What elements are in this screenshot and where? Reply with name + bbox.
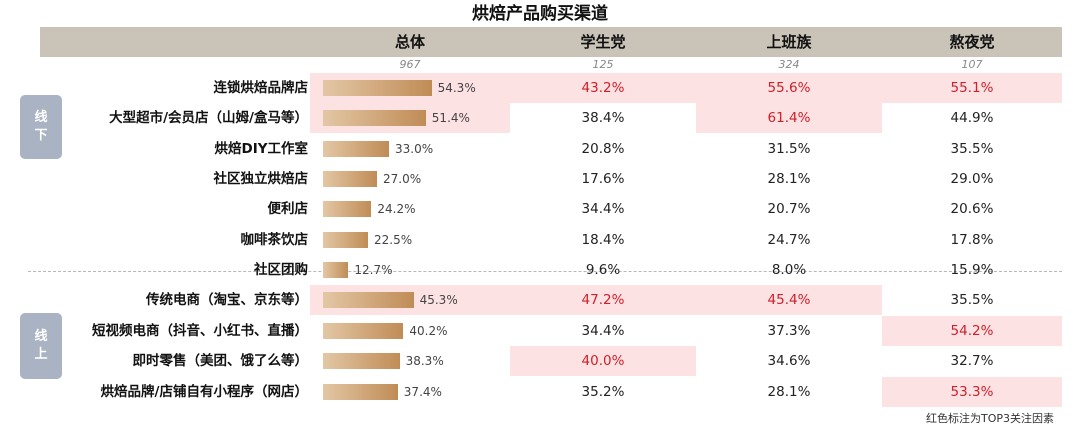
table-cell: 28.1% [767, 171, 811, 187]
table-cell: 15.9% [950, 262, 994, 278]
group-tag-offline: 线下 [20, 95, 62, 159]
sample-count-office-workers: 324 [778, 58, 800, 71]
total-bar [323, 353, 400, 369]
table-cell: 55.1% [882, 73, 1062, 103]
row-label: 社区独立烘焙店 [213, 171, 309, 187]
row-label: 短视频电商（抖音、小红书、直播） [92, 323, 308, 339]
table-cell: 37.3% [767, 323, 811, 339]
sample-count-total: 967 [399, 58, 421, 71]
column-header-night-owls: 熬夜党 [949, 33, 995, 51]
table-cell: 35.5% [950, 292, 994, 308]
table-cell: 35.5% [950, 141, 994, 157]
total-bar [323, 323, 404, 339]
table-cell: 17.6% [581, 171, 625, 187]
chart-title: 烘焙产品购买渠道 [472, 4, 608, 24]
total-bar-label: 38.3% [405, 354, 444, 368]
total-bar-label: 54.3% [437, 81, 476, 95]
total-bar [323, 384, 398, 400]
row-label: 社区团购 [254, 262, 308, 278]
table-cell: 47.2% [510, 285, 696, 315]
table-cell: 32.7% [950, 353, 994, 369]
table-cell: 20.7% [767, 201, 811, 217]
row-label: 连锁烘焙品牌店 [213, 80, 309, 96]
footnote: 红色标注为TOP3关注因素 [925, 412, 1054, 425]
total-bar-label: 22.5% [374, 233, 413, 247]
table-cell: 28.1% [767, 384, 811, 400]
row-label: 即时零售（美团、饿了么等） [132, 353, 309, 369]
table-cell: 18.4% [581, 232, 625, 248]
total-bar-label: 40.2% [409, 324, 448, 338]
table-cell: 53.3% [882, 377, 1062, 407]
total-bar [323, 292, 414, 308]
row-label: 烘焙品牌/店铺自有小程序（网店） [100, 384, 308, 400]
total-bar-label: 24.2% [377, 202, 416, 216]
table-cell: 17.8% [950, 232, 994, 248]
table-cell: 44.9% [950, 110, 994, 126]
table-cell: 24.7% [767, 232, 811, 248]
table-cell: 34.6% [767, 353, 811, 369]
table-cell: 45.4% [696, 285, 882, 315]
total-bar [323, 80, 432, 96]
row-label: 烘焙DIY工作室 [214, 141, 308, 157]
table-cell: 40.0% [510, 346, 696, 376]
table-cell: 29.0% [950, 171, 994, 187]
total-bar [323, 201, 372, 217]
total-bar-label: 51.4% [431, 111, 470, 125]
total-bar [323, 232, 368, 248]
table-cell: 31.5% [767, 141, 811, 157]
sample-count-students: 125 [592, 58, 614, 71]
sample-count-night-owls: 107 [961, 58, 983, 71]
total-bar-label: 12.7% [354, 263, 393, 277]
row-label: 大型超市/会员店（山姆/盒马等） [109, 110, 308, 126]
table-cell: 38.4% [581, 110, 625, 126]
row-label: 咖啡茶饮店 [240, 232, 309, 248]
total-bar [323, 110, 426, 126]
table-cell: 9.6% [585, 262, 621, 278]
column-header-students: 学生党 [580, 33, 626, 51]
table-cell: 43.2% [510, 73, 696, 103]
table-cell: 34.4% [581, 201, 625, 217]
table-cell: 55.6% [696, 73, 882, 103]
total-bar-label: 37.4% [403, 385, 442, 399]
table-cell: 54.2% [882, 316, 1062, 346]
table-cell: 8.0% [771, 262, 807, 278]
table-header: 总体 学生党 上班族 熬夜党 [40, 27, 1062, 57]
total-bar-label: 45.3% [419, 293, 458, 307]
total-bar [323, 262, 349, 278]
table-cell: 35.2% [581, 384, 625, 400]
table-cell: 20.8% [581, 141, 625, 157]
total-bar-label: 33.0% [395, 142, 434, 156]
total-bar [323, 171, 377, 187]
column-header-office-workers: 上班族 [766, 33, 812, 51]
table-cell: 20.6% [950, 201, 994, 217]
total-bar [323, 141, 389, 157]
offline-online-divider [28, 271, 1062, 272]
row-label: 便利店 [267, 201, 309, 217]
table-cell: 34.4% [581, 323, 625, 339]
total-bar-label: 27.0% [383, 172, 422, 186]
column-header-total: 总体 [394, 33, 425, 51]
row-label: 传统电商（淘宝、京东等） [146, 292, 308, 308]
table-cell: 61.4% [696, 103, 882, 133]
group-tag-online: 线上 [20, 313, 62, 379]
